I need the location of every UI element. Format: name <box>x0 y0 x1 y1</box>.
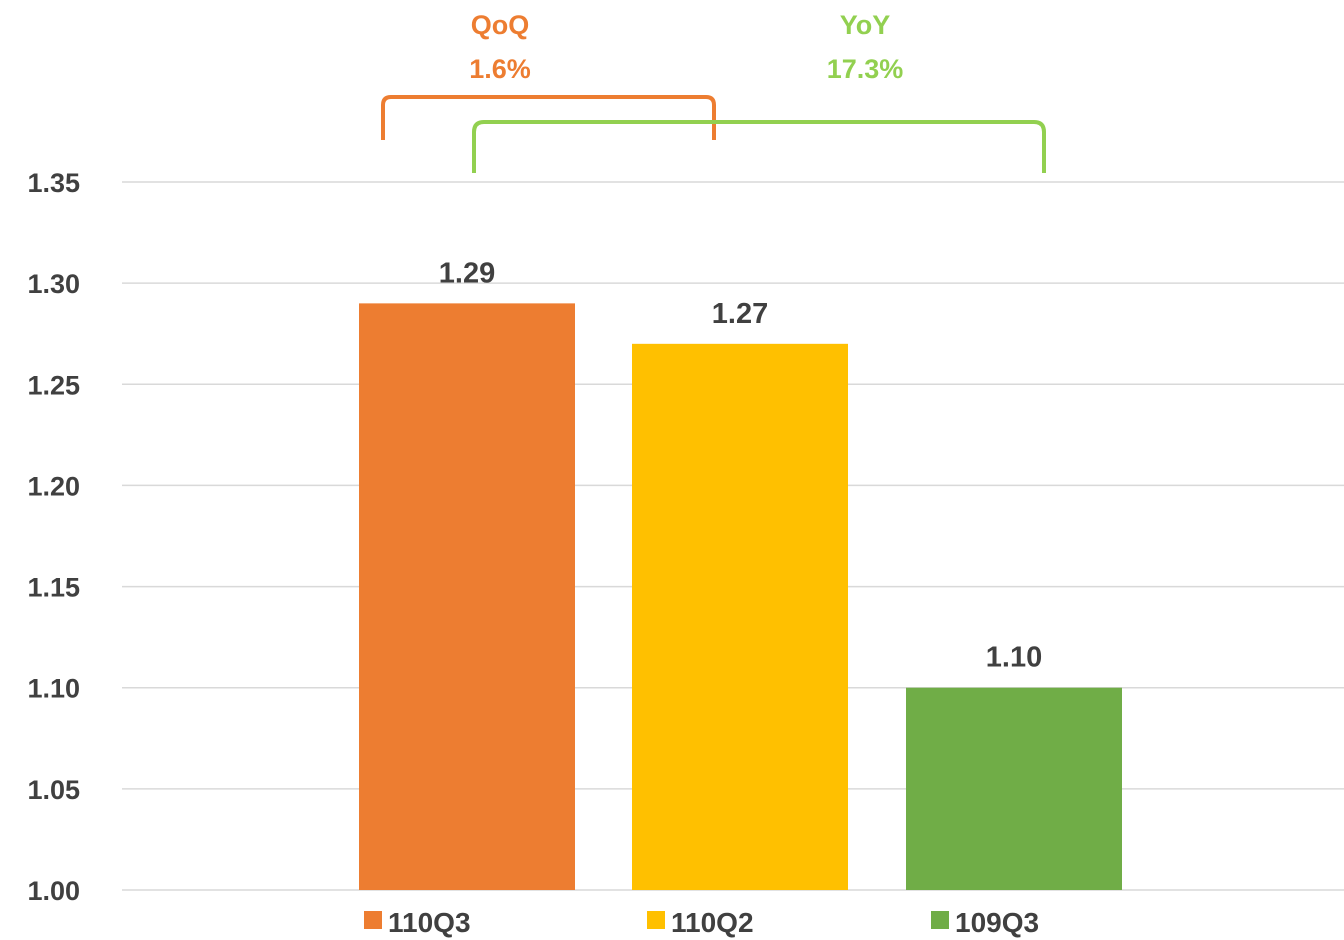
annotations: QoQ 1.6% YoY 17.3% <box>381 10 1046 173</box>
bracket-yoy <box>472 120 1046 173</box>
bar-109q3 <box>906 687 1122 890</box>
y-tick-label: 1.05 <box>27 775 80 805</box>
bars <box>359 303 1122 890</box>
legend-item-109q3: 109Q3 <box>955 907 1039 938</box>
legend-item-110q2: 110Q2 <box>671 907 754 938</box>
legend-item-110q3: 110Q3 <box>388 907 471 938</box>
data-label: 1.27 <box>712 298 768 330</box>
annotation-label: YoY <box>840 10 891 40</box>
y-tick-label: 1.30 <box>27 269 80 299</box>
bar-110q2 <box>632 343 848 890</box>
legend: 110Q3 110Q2 109Q3 <box>364 907 1039 938</box>
legend-swatch <box>931 911 949 929</box>
y-tick-label: 1.15 <box>27 573 80 603</box>
annotation-label: QoQ <box>471 10 530 40</box>
legend-swatch <box>647 911 665 929</box>
y-axis: 1.00 1.05 1.10 1.15 1.20 1.25 1.30 1.35 <box>27 168 80 906</box>
y-tick-label: 1.10 <box>27 674 80 704</box>
y-tick-label: 1.25 <box>27 370 80 400</box>
y-tick-label: 1.35 <box>27 168 80 198</box>
data-label: 1.29 <box>439 257 495 289</box>
y-tick-label: 1.00 <box>27 876 80 906</box>
bar-110q3 <box>359 303 575 890</box>
legend-swatch <box>364 911 382 929</box>
annotation-value: 1.6% <box>469 54 531 84</box>
annotation-value: 17.3% <box>827 54 904 84</box>
data-label: 1.10 <box>986 642 1042 674</box>
data-labels: 1.29 1.27 1.10 <box>439 257 1042 673</box>
y-tick-label: 1.20 <box>27 471 80 501</box>
bracket-qoq <box>381 95 716 140</box>
